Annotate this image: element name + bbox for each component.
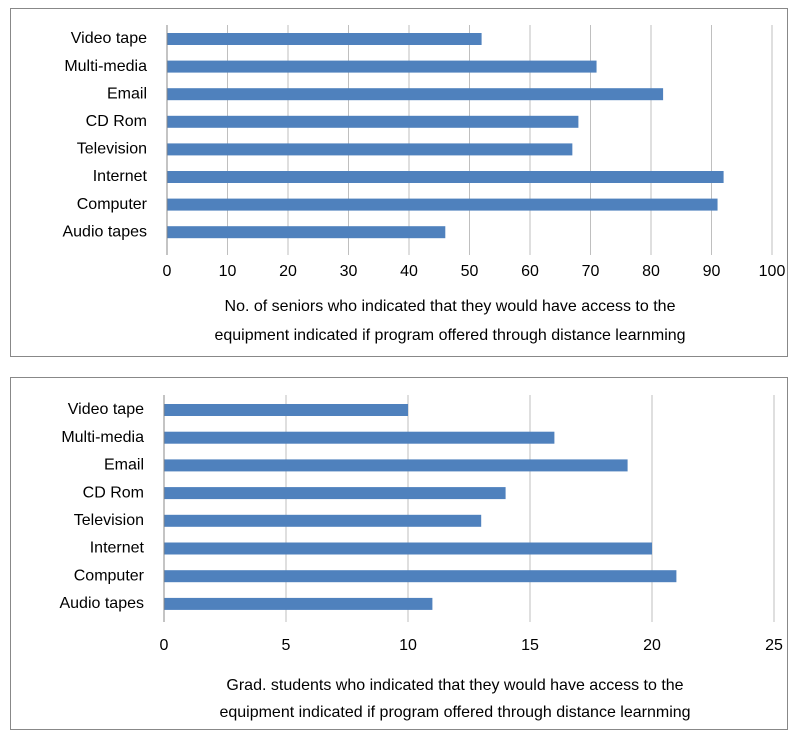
bar <box>167 143 573 156</box>
bar <box>164 404 408 416</box>
bar <box>167 115 579 128</box>
y-tick-label: Multi-media <box>64 58 147 75</box>
x-tick-label: 50 <box>461 263 479 280</box>
y-tick-label: Email <box>104 457 144 474</box>
x-tick-label: 20 <box>643 637 661 654</box>
x-tick-label: 60 <box>521 263 539 280</box>
bar <box>164 431 555 444</box>
x-tick-label: 5 <box>282 637 291 654</box>
bar <box>164 514 482 527</box>
y-tick-label: Television <box>77 141 147 158</box>
x-tick-label: 70 <box>582 263 600 280</box>
bar <box>167 60 597 73</box>
x-tick-label: 100 <box>759 263 786 280</box>
x-tick-label: 25 <box>765 637 783 654</box>
x-axis-label: No. of seniors who indicated that they w… <box>225 298 676 315</box>
bar <box>164 459 628 472</box>
x-axis-label: Grad. students who indicated that they w… <box>226 677 683 694</box>
y-tick-label: Video tape <box>68 401 144 418</box>
bar <box>164 597 433 610</box>
y-tick-label: Multi-media <box>61 429 144 446</box>
bar <box>164 570 677 583</box>
bar <box>167 33 482 45</box>
x-axis-label: equipment indicated if program offered t… <box>214 327 685 344</box>
bar <box>167 226 446 239</box>
x-tick-label: 15 <box>521 637 539 654</box>
x-tick-label: 0 <box>163 263 172 280</box>
x-tick-label: 80 <box>642 263 660 280</box>
x-axis-label: equipment indicated if program offered t… <box>219 704 690 721</box>
y-tick-label: Computer <box>74 567 145 584</box>
y-tick-label: Video tape <box>71 30 147 47</box>
x-tick-label: 90 <box>703 263 721 280</box>
bar <box>167 88 664 101</box>
x-tick-label: 0 <box>160 637 169 654</box>
y-tick-label: CD Rom <box>86 113 147 130</box>
y-tick-label: Internet <box>93 168 148 185</box>
bar <box>167 171 724 183</box>
x-tick-label: 20 <box>279 263 297 280</box>
y-tick-label: Internet <box>90 540 145 557</box>
x-tick-label: 30 <box>340 263 358 280</box>
y-tick-label: CD Rom <box>83 484 144 501</box>
bar <box>164 487 506 500</box>
x-tick-label: 10 <box>399 637 417 654</box>
bar <box>167 198 718 211</box>
x-tick-label: 40 <box>400 263 418 280</box>
x-tick-label: 10 <box>219 263 237 280</box>
bar <box>164 542 652 555</box>
y-tick-label: Email <box>107 85 147 102</box>
y-tick-label: Audio tapes <box>62 223 147 240</box>
y-tick-label: Television <box>74 512 144 529</box>
y-tick-label: Computer <box>77 196 148 213</box>
y-tick-label: Audio tapes <box>59 595 144 612</box>
